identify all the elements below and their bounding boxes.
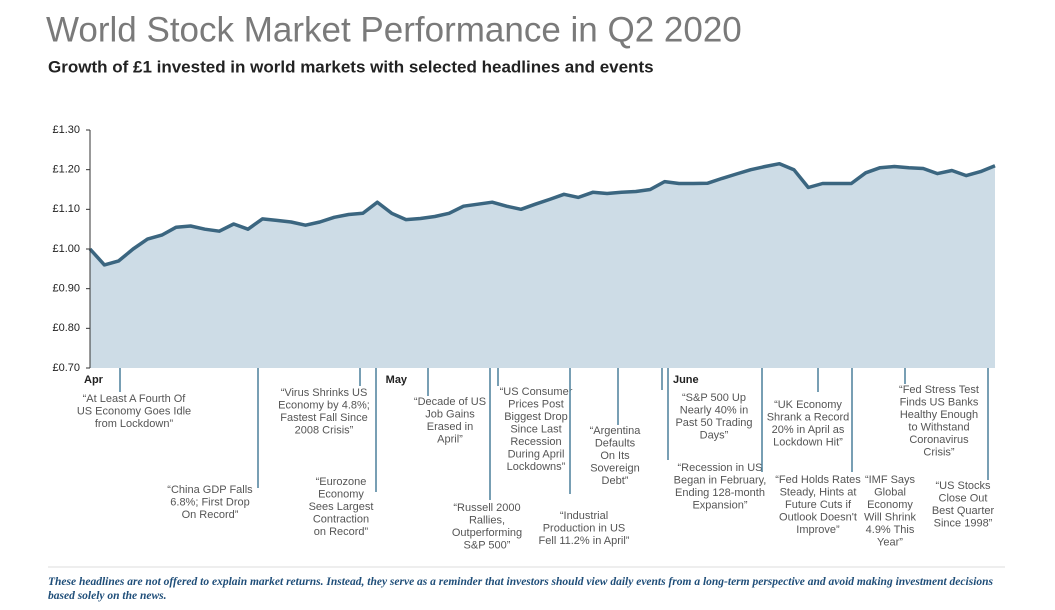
annotation-text: Economy — [867, 499, 913, 511]
annotation-text: Fastest Fall Since — [280, 412, 367, 424]
annotation-text: Outlook Doesn't — [779, 511, 857, 523]
annotation-text: “US Consumer — [500, 386, 573, 398]
annotation-text: Year” — [877, 536, 903, 548]
annotation-text: Contraction — [313, 513, 369, 525]
annotation-text: Coronavirus — [909, 434, 969, 446]
annotation-text: Lockdown Hit” — [773, 436, 843, 448]
annotation-text: Healthy Enough — [900, 409, 978, 421]
annotation-text: Biggest Drop — [504, 411, 568, 423]
annotation-text: Prices Post — [508, 398, 564, 410]
annotation-text: “Russell 2000 — [453, 502, 520, 514]
annotation-text: “Eurozone — [316, 476, 367, 488]
annotation-text: During April — [508, 448, 565, 460]
annotation-text: “UK Economy — [774, 399, 842, 411]
annotation-text: Will Shrink — [864, 511, 916, 523]
annotation-text: Economy — [318, 488, 364, 500]
y-tick-label: £0.80 — [52, 322, 80, 334]
annotation-text: Defaults — [595, 437, 636, 449]
annotation-text: Future Cuts if — [785, 499, 852, 511]
y-tick-label: £1.00 — [52, 243, 80, 255]
annotation-text: 4.9% This — [866, 524, 915, 536]
annotation-text: US Economy Goes Idle — [77, 405, 191, 417]
annotation-text: Lockdowns” — [507, 461, 566, 473]
annotation-text: Past 50 Trading — [675, 417, 752, 429]
annotation-text: Days” — [700, 429, 729, 441]
x-tick-label: May — [386, 374, 408, 386]
annotation-text: Recession — [510, 436, 561, 448]
annotation-text: Production in US — [543, 522, 626, 534]
annotation-text: Economy by 4.8%; — [278, 399, 370, 411]
annotation-text: On Record” — [182, 509, 239, 521]
x-tick-label: June — [673, 374, 699, 386]
annotation-text: “At Least A Fourth Of — [83, 393, 187, 405]
y-tick-label: £0.90 — [52, 283, 80, 295]
annotation-text: Shrank a Record — [767, 411, 850, 423]
annotation-text: 20% in April as — [772, 424, 845, 436]
annotation-text: “Recession in US — [678, 462, 763, 474]
annotation-text: “Virus Shrinks US — [281, 387, 368, 399]
y-tick-label: £1.10 — [52, 203, 80, 215]
annotation-text: “Decade of US — [414, 396, 486, 408]
chart-subtitle: Growth of £1 invested in world markets w… — [48, 57, 654, 76]
annotation-text: Rallies, — [469, 514, 505, 526]
annotation-text: Sovereign — [590, 462, 640, 474]
annotation-text: Since Last — [510, 423, 561, 435]
annotation-text: Erased in — [427, 421, 473, 433]
annotation-text: Nearly 40% in — [680, 404, 748, 416]
annotation-text: to Withstand — [908, 421, 969, 433]
annotation-text: Steady, Hints at — [780, 486, 857, 498]
annotation-text: Expansion” — [692, 499, 747, 511]
area — [90, 163, 995, 368]
chart: World Stock Market Performance in Q2 202… — [46, 10, 1005, 568]
annotation-text: on Record” — [314, 526, 369, 538]
chart-title: World Stock Market Performance in Q2 202… — [46, 10, 742, 49]
y-tick-label: £1.20 — [52, 164, 80, 176]
annotation-text: “IMF Says — [865, 474, 916, 486]
annotation-text: Sees Largest — [309, 501, 374, 513]
annotation-text: Global — [874, 486, 906, 498]
annotation-text: “S&P 500 Up — [682, 392, 746, 404]
annotation-text: Best Quarter — [932, 505, 995, 517]
annotation-text: Fell 11.2% in April” — [539, 535, 630, 547]
annotation-text: “Fed Stress Test — [899, 384, 979, 396]
annotation-text: Improve” — [796, 524, 840, 536]
annotation-text: Close Out — [939, 492, 988, 504]
annotation-text: Debt” — [602, 475, 629, 487]
annotation-text: “Fed Holds Rates — [775, 474, 861, 486]
annotation-text: April” — [437, 433, 463, 445]
annotation-text: Outperforming — [452, 527, 522, 539]
annotation-text: Crisis” — [923, 446, 954, 458]
annotation-text: Since 1998” — [934, 517, 993, 529]
y-tick-label: £1.30 — [52, 124, 80, 136]
footnote: These headlines are not offered to expla… — [48, 576, 994, 602]
annotation-text: from Lockdown” — [95, 418, 174, 430]
annotation-text: “Argentina — [590, 425, 642, 437]
annotation-text: Finds US Banks — [900, 396, 979, 408]
line — [88, 161, 996, 267]
y-tick-label: £0.70 — [52, 362, 80, 374]
annotation-text: S&P 500” — [464, 539, 511, 551]
annotation-text: 2008 Crisis” — [295, 424, 354, 436]
x-tick-label: Apr — [84, 374, 104, 386]
annotation-text: Began in February, — [674, 474, 767, 486]
annotation-text: “US Stocks — [935, 480, 991, 492]
annotation-text: Job Gains — [425, 408, 475, 420]
annotation-text: 6.8%; First Drop — [170, 496, 249, 508]
annotation-text: “China GDP Falls — [167, 484, 253, 496]
annotation-text: On Its — [600, 450, 630, 462]
annotation-text: Ending 128-month — [675, 487, 765, 499]
annotation-text: “Industrial — [560, 510, 608, 522]
